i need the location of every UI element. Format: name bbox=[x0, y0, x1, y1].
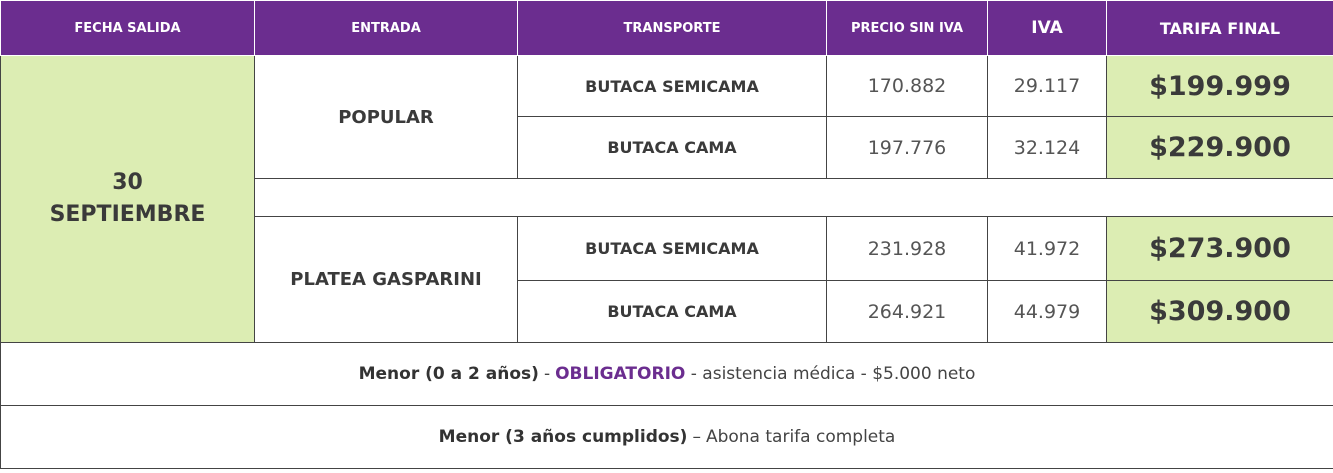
final-cell: $229.900 bbox=[1106, 116, 1333, 179]
price-cell: 197.776 bbox=[826, 116, 988, 179]
header-cell: ENTRADA bbox=[254, 0, 518, 56]
spacer-row bbox=[1, 178, 1333, 217]
entrada-cell: POPULAR bbox=[254, 55, 518, 179]
iva-cell: 32.124 bbox=[987, 116, 1107, 179]
final-cell: $273.900 bbox=[1106, 216, 1333, 281]
spacer-cell bbox=[254, 178, 1333, 217]
header-cell: FECHA SALIDA bbox=[0, 0, 255, 56]
transporte-cell: BUTACA SEMICAMA bbox=[517, 216, 827, 281]
date-month: SEPTIEMBRE bbox=[49, 202, 206, 227]
final-cell: $309.900 bbox=[1106, 280, 1333, 343]
final-cell: $199.999 bbox=[1106, 55, 1333, 117]
note-separator: - bbox=[543, 364, 551, 384]
iva-cell: 44.979 bbox=[987, 280, 1107, 343]
note-row: Menor (0 a 2 años) - OBLIGATORIO - asisten… bbox=[0, 342, 1333, 406]
note-separator: – bbox=[692, 427, 701, 447]
note-text: Abona tarifa completa bbox=[705, 427, 896, 447]
row: 30 SEPTIEMBRE POPULAR BUTACA SEMICAMA 17… bbox=[0, 55, 1333, 343]
price-cell: 264.921 bbox=[826, 280, 988, 343]
date-day: 30 bbox=[112, 170, 143, 195]
note-label: Menor (0 a 2 años) bbox=[358, 364, 539, 384]
note-cell: Menor (3 años cumplidos) – Abona tarifa co… bbox=[0, 405, 1333, 469]
iva-cell: 41.972 bbox=[987, 216, 1107, 281]
transporte-cell: BUTACA CAMA bbox=[517, 280, 827, 343]
entrada-cell: PLATEA GASPARINI bbox=[254, 216, 518, 343]
header-cell: PRECIO SIN IVA bbox=[826, 0, 988, 56]
iva-cell: 29.117 bbox=[987, 55, 1107, 117]
note-row: Menor (3 años cumplidos) – Abona tarifa co… bbox=[0, 405, 1333, 469]
note-highlight: OBLIGATORIO bbox=[555, 364, 686, 384]
row: BUTACA CAMA 264.921 44.979 $309.900 bbox=[1, 280, 1333, 343]
header-row: FECHA SALIDA ENTRADA TRANSPORTE PRECIO S… bbox=[0, 0, 1333, 56]
row: PLATEA GASPARINI BUTACA SEMICAMA 231.928… bbox=[1, 216, 1333, 343]
price-cell: 231.928 bbox=[826, 216, 988, 281]
note-cell: Menor (0 a 2 años) - OBLIGATORIO - asisten… bbox=[0, 342, 1333, 406]
transporte-cell: BUTACA CAMA bbox=[517, 116, 827, 179]
row: BUTACA CAMA 197.776 32.124 $229.900 bbox=[1, 116, 1333, 179]
header-cell: TRANSPORTE bbox=[517, 0, 827, 56]
note-text: - asistencia médica - $5.000 neto bbox=[690, 364, 976, 384]
header-cell: IVA bbox=[987, 0, 1107, 56]
date-cell: 30 SEPTIEMBRE bbox=[0, 55, 255, 343]
transporte-cell: BUTACA SEMICAMA bbox=[517, 55, 827, 117]
header-cell: TARIFA FINAL bbox=[1106, 0, 1333, 56]
note-label: Menor (3 años cumplidos) bbox=[438, 427, 688, 447]
price-cell: 170.882 bbox=[826, 55, 988, 117]
